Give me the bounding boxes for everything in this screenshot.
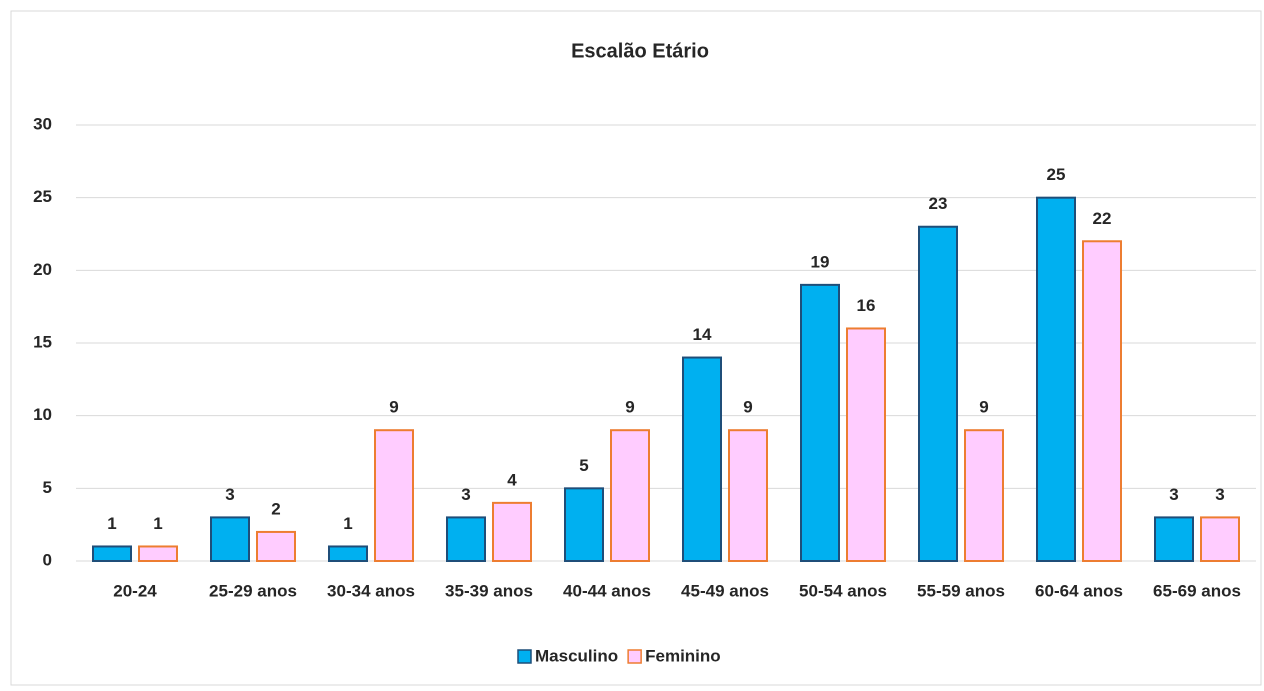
bar bbox=[1082, 240, 1122, 562]
x-tick-label: 50-54 anos bbox=[799, 581, 887, 600]
data-label: 23 bbox=[929, 194, 948, 213]
bar bbox=[1036, 196, 1076, 563]
bar bbox=[492, 501, 532, 563]
data-label: 22 bbox=[1093, 209, 1112, 228]
data-label: 4 bbox=[507, 470, 517, 489]
data-label: 9 bbox=[625, 398, 634, 417]
bar bbox=[374, 429, 414, 563]
bar bbox=[1200, 516, 1240, 563]
bar bbox=[918, 225, 958, 562]
y-tick-label: 25 bbox=[33, 187, 52, 206]
bar bbox=[682, 356, 722, 562]
bar bbox=[210, 516, 250, 563]
bar bbox=[610, 429, 650, 563]
y-tick-label: 10 bbox=[33, 405, 52, 424]
data-label: 1 bbox=[107, 514, 116, 533]
chart-title: Escalão Etário bbox=[571, 40, 709, 62]
bar bbox=[728, 429, 768, 563]
y-tick-label: 20 bbox=[33, 260, 52, 279]
data-label: 1 bbox=[343, 514, 352, 533]
data-label: 3 bbox=[1215, 485, 1224, 504]
x-tick-label: 60-64 anos bbox=[1035, 581, 1123, 600]
data-label: 1 bbox=[153, 514, 162, 533]
legend-swatch bbox=[627, 649, 642, 664]
bar bbox=[846, 327, 886, 563]
bar bbox=[138, 545, 178, 563]
x-tick-label: 45-49 anos bbox=[681, 581, 769, 600]
bar bbox=[256, 530, 296, 563]
data-label: 19 bbox=[811, 252, 830, 271]
bar bbox=[328, 545, 368, 563]
y-tick-label: 30 bbox=[33, 114, 52, 133]
bar bbox=[1154, 516, 1194, 563]
data-label: 9 bbox=[389, 398, 398, 417]
bar bbox=[92, 545, 132, 563]
data-label: 3 bbox=[1169, 485, 1178, 504]
data-label: 3 bbox=[461, 485, 470, 504]
data-label: 14 bbox=[693, 325, 712, 344]
y-tick-label: 5 bbox=[43, 478, 52, 497]
bar bbox=[564, 487, 604, 563]
bar bbox=[446, 516, 486, 563]
data-label: 3 bbox=[225, 485, 234, 504]
bar bbox=[964, 429, 1004, 563]
x-tick-label: 65-69 anos bbox=[1153, 581, 1241, 600]
data-label: 9 bbox=[743, 398, 752, 417]
x-tick-label: 20-24 bbox=[113, 581, 157, 600]
x-tick-label: 35-39 anos bbox=[445, 581, 533, 600]
x-tick-label: 55-59 anos bbox=[917, 581, 1005, 600]
x-tick-label: 30-34 anos bbox=[327, 581, 415, 600]
data-label: 16 bbox=[857, 296, 876, 315]
y-tick-label: 0 bbox=[43, 550, 52, 569]
bar bbox=[800, 283, 840, 562]
x-tick-label: 40-44 anos bbox=[563, 581, 651, 600]
x-tick-label: 25-29 anos bbox=[209, 581, 297, 600]
data-label: 2 bbox=[271, 499, 280, 518]
legend-label: Feminino bbox=[645, 646, 721, 665]
legend-swatch bbox=[517, 649, 532, 664]
data-label: 5 bbox=[579, 456, 588, 475]
data-label: 9 bbox=[979, 398, 988, 417]
y-tick-label: 15 bbox=[33, 332, 52, 351]
legend-label: Masculino bbox=[535, 646, 618, 665]
data-label: 25 bbox=[1047, 165, 1066, 184]
